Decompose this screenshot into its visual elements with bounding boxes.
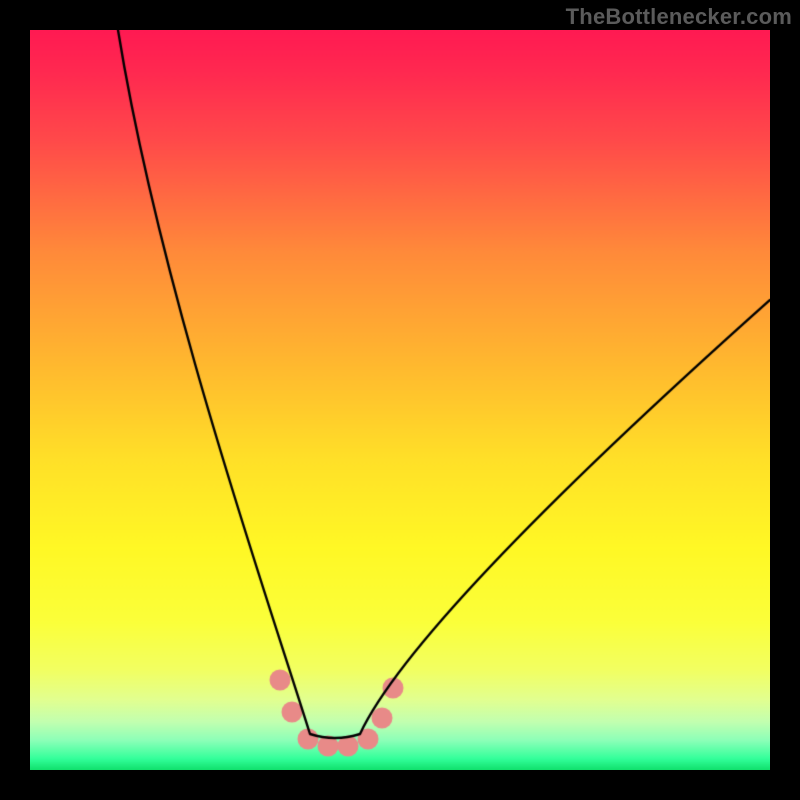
watermark-text: TheBottlenecker.com (566, 4, 792, 30)
bottleneck-curve (30, 30, 770, 770)
frame-border-bottom (0, 770, 800, 800)
frame-border-right (770, 0, 800, 800)
frame-border-left (0, 0, 30, 800)
